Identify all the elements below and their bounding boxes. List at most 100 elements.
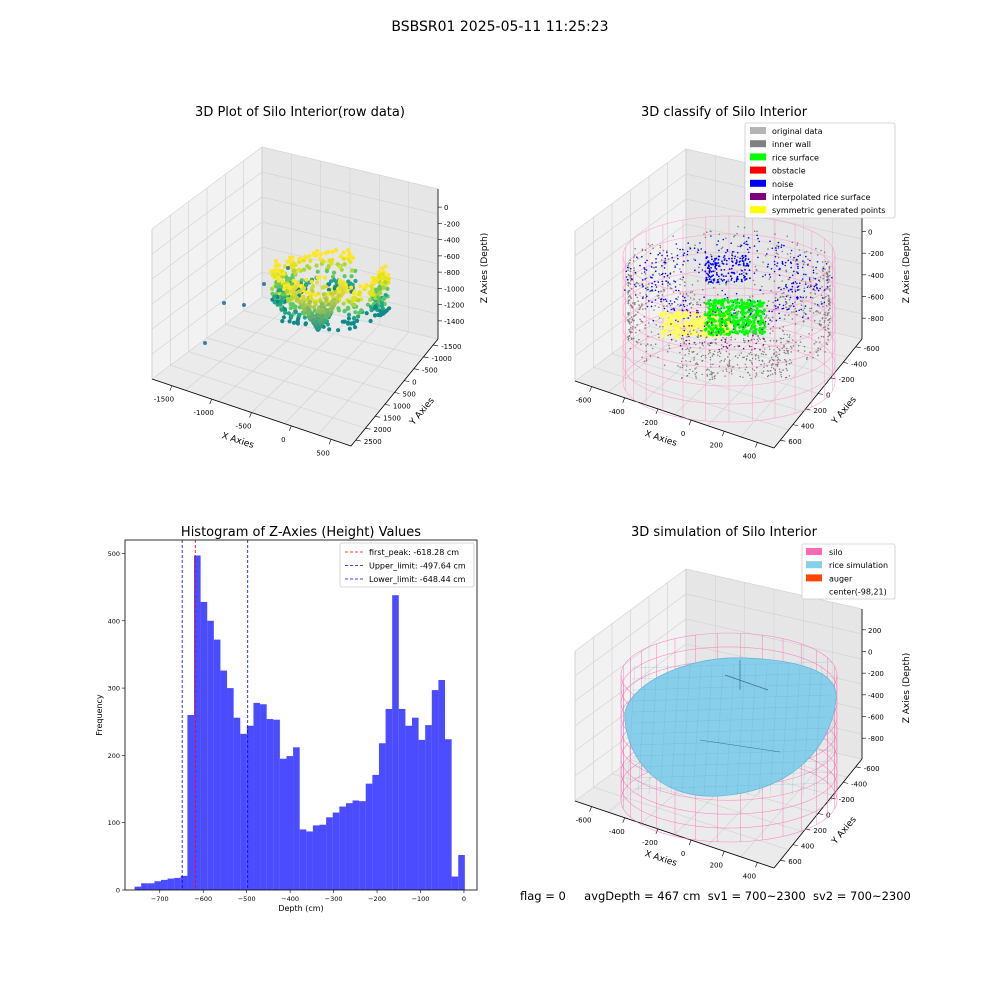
simulation-mesh bbox=[769, 664, 779, 796]
classify-wall-point bbox=[765, 353, 767, 356]
histogram-bar bbox=[411, 717, 419, 890]
classify-rice-point bbox=[704, 313, 708, 317]
raw-point bbox=[274, 284, 279, 289]
classify-rice-point bbox=[757, 304, 761, 308]
raw-point bbox=[336, 293, 341, 298]
classify-original-point bbox=[679, 343, 682, 345]
classify-noise-point bbox=[646, 305, 649, 308]
flag-text: flag = 0 bbox=[520, 889, 566, 903]
classify-symmetric-point bbox=[661, 329, 665, 333]
classify-original-point bbox=[702, 354, 704, 357]
classify-original-point bbox=[784, 359, 786, 361]
classify-wall-point bbox=[771, 316, 774, 319]
classify-original-point bbox=[751, 349, 753, 351]
classify-noise-point bbox=[769, 319, 771, 321]
classify-noise-point bbox=[792, 282, 795, 285]
classify-rice-point bbox=[704, 321, 708, 325]
classify-original-point bbox=[762, 353, 764, 356]
classify-noise-point bbox=[625, 270, 628, 273]
classify-wall-point bbox=[696, 353, 699, 355]
classify-wall-point bbox=[812, 266, 814, 268]
raw-point bbox=[369, 284, 374, 289]
classify-noise-point bbox=[776, 299, 779, 302]
classify-y-tick bbox=[792, 424, 798, 426]
classify-original-point bbox=[764, 348, 766, 350]
classify-noise-point bbox=[773, 270, 776, 273]
classify-original-point bbox=[783, 344, 785, 347]
classify-wall-point bbox=[767, 300, 770, 302]
classify-legend-swatch bbox=[750, 179, 766, 187]
raw-point bbox=[364, 311, 369, 316]
classify-original-point bbox=[772, 373, 774, 375]
raw-y-tick-label: 0 bbox=[412, 379, 416, 387]
classify-original-point bbox=[693, 350, 695, 353]
classify-wall-point bbox=[772, 325, 775, 328]
classify-noise-point bbox=[672, 260, 675, 262]
classify-interp-point bbox=[669, 333, 672, 336]
simulation-mesh bbox=[758, 664, 768, 796]
classify-x-tick-label: 400 bbox=[743, 452, 756, 460]
classify-wall-point bbox=[746, 355, 748, 357]
classify-noise-point bbox=[741, 259, 744, 262]
classify-wall-point bbox=[777, 247, 780, 249]
classify-original-point bbox=[725, 337, 728, 339]
classify-symmetric-point bbox=[663, 310, 666, 314]
classify-z-tick-label: -200 bbox=[868, 250, 884, 258]
raw-point bbox=[276, 263, 282, 268]
classify-symmetric-point bbox=[661, 323, 665, 326]
classify-wall-point bbox=[823, 313, 825, 316]
raw-y-tick bbox=[355, 439, 361, 442]
classify-original-point bbox=[787, 350, 789, 352]
classify-noise-point bbox=[805, 313, 807, 315]
classify-wall-point bbox=[630, 326, 632, 329]
raw-point bbox=[348, 281, 353, 286]
classify-wall-point bbox=[806, 356, 808, 359]
classify-original-point bbox=[696, 362, 698, 364]
classify-noise-point bbox=[809, 296, 812, 299]
classify-noise-point bbox=[625, 276, 628, 278]
classify-wall-point bbox=[826, 314, 829, 316]
classify-original-point bbox=[694, 368, 696, 370]
classify-original-point bbox=[679, 366, 681, 368]
classify-wall-point bbox=[664, 263, 666, 265]
classify-rice-point bbox=[714, 313, 718, 317]
classify-wall-point bbox=[803, 261, 806, 264]
classify-wall-point bbox=[820, 294, 823, 297]
classify-wall-point bbox=[679, 283, 681, 286]
classify-original-point bbox=[742, 376, 744, 378]
classify-noise-point bbox=[731, 264, 734, 267]
histogram-bar bbox=[418, 739, 426, 890]
raw-point bbox=[307, 291, 312, 296]
classify-rice-point bbox=[707, 301, 711, 305]
raw-point bbox=[273, 268, 278, 273]
raw-point bbox=[321, 259, 326, 264]
classify-noise-point bbox=[660, 298, 662, 301]
classify-noise-point bbox=[740, 244, 743, 247]
classify-interp-point bbox=[700, 335, 702, 337]
raw-point bbox=[276, 275, 281, 280]
raw-point bbox=[381, 310, 386, 315]
classify-x-axis bbox=[574, 380, 775, 449]
classify-noise-point bbox=[777, 245, 780, 248]
classify-wall-point bbox=[679, 268, 681, 270]
classify-rice-point bbox=[736, 319, 740, 323]
classify-rice-point bbox=[720, 298, 724, 302]
classify-original-point bbox=[714, 377, 716, 380]
classify-noise-point bbox=[708, 278, 711, 281]
classify-noise-point bbox=[733, 271, 735, 274]
classify-noise-point bbox=[652, 274, 654, 276]
classify-wall-point bbox=[640, 320, 642, 322]
classify-wall-point bbox=[651, 347, 654, 350]
classify-wall-point bbox=[684, 284, 686, 287]
classify-wall-point bbox=[658, 317, 661, 320]
classify-wall-point bbox=[689, 297, 692, 299]
classify-original-point bbox=[685, 348, 687, 351]
classify-wall-point bbox=[640, 305, 643, 307]
classify-noise-point bbox=[641, 255, 643, 258]
histogram-bar bbox=[233, 717, 241, 890]
raw-point bbox=[303, 282, 309, 287]
raw-point bbox=[282, 264, 288, 269]
classify-noise-point bbox=[655, 266, 657, 268]
raw-y-tick bbox=[384, 404, 390, 406]
raw-point bbox=[339, 267, 344, 272]
